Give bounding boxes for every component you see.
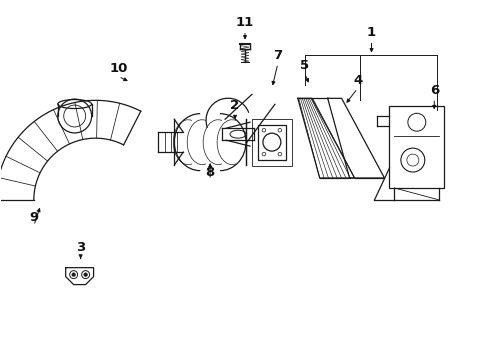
- Text: 4: 4: [353, 74, 362, 87]
- Text: 10: 10: [109, 62, 128, 75]
- Text: 8: 8: [205, 166, 215, 179]
- Text: 1: 1: [367, 26, 376, 39]
- Circle shape: [84, 273, 87, 276]
- Bar: [258, 125, 286, 159]
- Bar: [252, 119, 292, 166]
- Text: 9: 9: [29, 211, 38, 224]
- Text: 6: 6: [430, 84, 439, 97]
- Text: 3: 3: [76, 241, 85, 254]
- Text: 2: 2: [230, 99, 240, 112]
- Text: 7: 7: [273, 49, 282, 62]
- Text: 11: 11: [236, 16, 254, 29]
- Text: 5: 5: [300, 59, 309, 72]
- Circle shape: [72, 273, 75, 276]
- Bar: [390, 106, 444, 188]
